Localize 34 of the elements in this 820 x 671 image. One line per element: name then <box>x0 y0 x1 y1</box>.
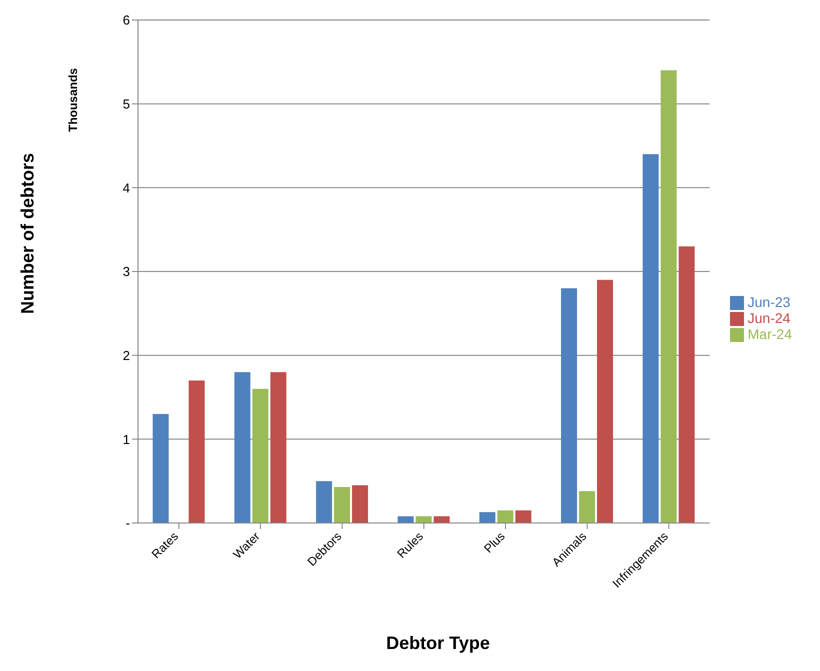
y-tick-label: 4 <box>122 180 130 196</box>
y-tick-label: 1 <box>122 432 130 447</box>
bar <box>188 380 205 523</box>
bar <box>416 516 432 523</box>
bar <box>434 516 450 523</box>
legend-label: Jun-24 <box>748 310 790 326</box>
bar <box>660 70 677 523</box>
bar <box>270 372 286 523</box>
y-tick-label: 6 <box>122 12 130 28</box>
x-tick-label: Plus <box>481 529 508 556</box>
legend-label: Jun-23 <box>748 294 790 310</box>
bar <box>497 510 514 523</box>
bar <box>316 481 332 523</box>
bar <box>152 414 169 523</box>
text: Thousands <box>66 68 80 132</box>
bar <box>479 512 496 523</box>
bar <box>678 246 695 523</box>
y-tick-label: - <box>126 516 130 531</box>
bar <box>352 485 368 523</box>
bar <box>252 388 268 523</box>
y-tick-label: 2 <box>122 348 130 363</box>
bar <box>642 154 659 523</box>
bar <box>597 280 614 523</box>
y-tick-label: 5 <box>122 96 130 112</box>
bar <box>561 288 578 523</box>
bar <box>579 491 596 523</box>
y-tick-label: 3 <box>122 264 130 280</box>
bar <box>234 372 250 523</box>
y-axis-title: Number of debtors <box>18 152 38 316</box>
legend-label: Mar-24 <box>748 326 792 342</box>
bar <box>398 516 414 523</box>
bar <box>334 486 350 523</box>
x-axis-title: Debtor Type <box>385 633 491 654</box>
bar <box>515 510 532 523</box>
